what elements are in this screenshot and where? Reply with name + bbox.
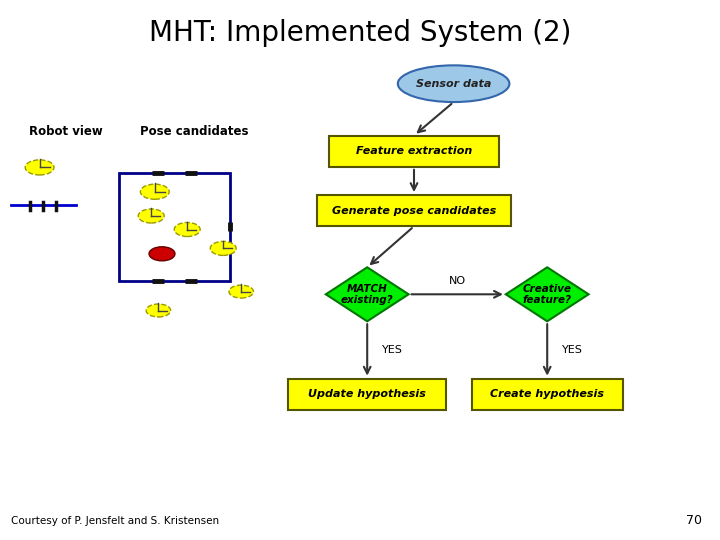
Text: YES: YES bbox=[562, 345, 582, 355]
Text: Pose candidates: Pose candidates bbox=[140, 125, 249, 138]
Ellipse shape bbox=[229, 285, 253, 298]
Ellipse shape bbox=[210, 241, 236, 255]
Bar bbox=[472, 379, 623, 410]
Text: Create hypothesis: Create hypothesis bbox=[490, 389, 604, 399]
Ellipse shape bbox=[138, 209, 164, 223]
Text: NO: NO bbox=[449, 276, 466, 286]
Text: Feature extraction: Feature extraction bbox=[356, 146, 472, 156]
Text: Creative
feature?: Creative feature? bbox=[523, 284, 572, 305]
Ellipse shape bbox=[25, 160, 54, 175]
Polygon shape bbox=[325, 267, 409, 321]
Text: MATCH
existing?: MATCH existing? bbox=[341, 284, 394, 305]
Polygon shape bbox=[505, 267, 589, 321]
Text: YES: YES bbox=[382, 345, 402, 355]
Ellipse shape bbox=[146, 304, 171, 317]
Ellipse shape bbox=[397, 65, 510, 102]
Text: Generate pose candidates: Generate pose candidates bbox=[332, 206, 496, 215]
Text: Courtesy of P. Jensfelt and S. Kristensen: Courtesy of P. Jensfelt and S. Kristense… bbox=[11, 516, 219, 526]
Text: 70: 70 bbox=[686, 514, 702, 526]
Ellipse shape bbox=[174, 222, 200, 237]
Bar bbox=[119, 173, 230, 281]
Ellipse shape bbox=[140, 184, 169, 199]
Text: Robot view: Robot view bbox=[29, 125, 102, 138]
Bar bbox=[329, 136, 498, 167]
Text: Sensor data: Sensor data bbox=[416, 79, 491, 89]
Bar bbox=[288, 379, 446, 410]
Text: MHT: Implemented System (2): MHT: Implemented System (2) bbox=[149, 19, 571, 47]
Bar bbox=[317, 195, 511, 226]
Ellipse shape bbox=[149, 247, 175, 261]
Text: Update hypothesis: Update hypothesis bbox=[308, 389, 426, 399]
